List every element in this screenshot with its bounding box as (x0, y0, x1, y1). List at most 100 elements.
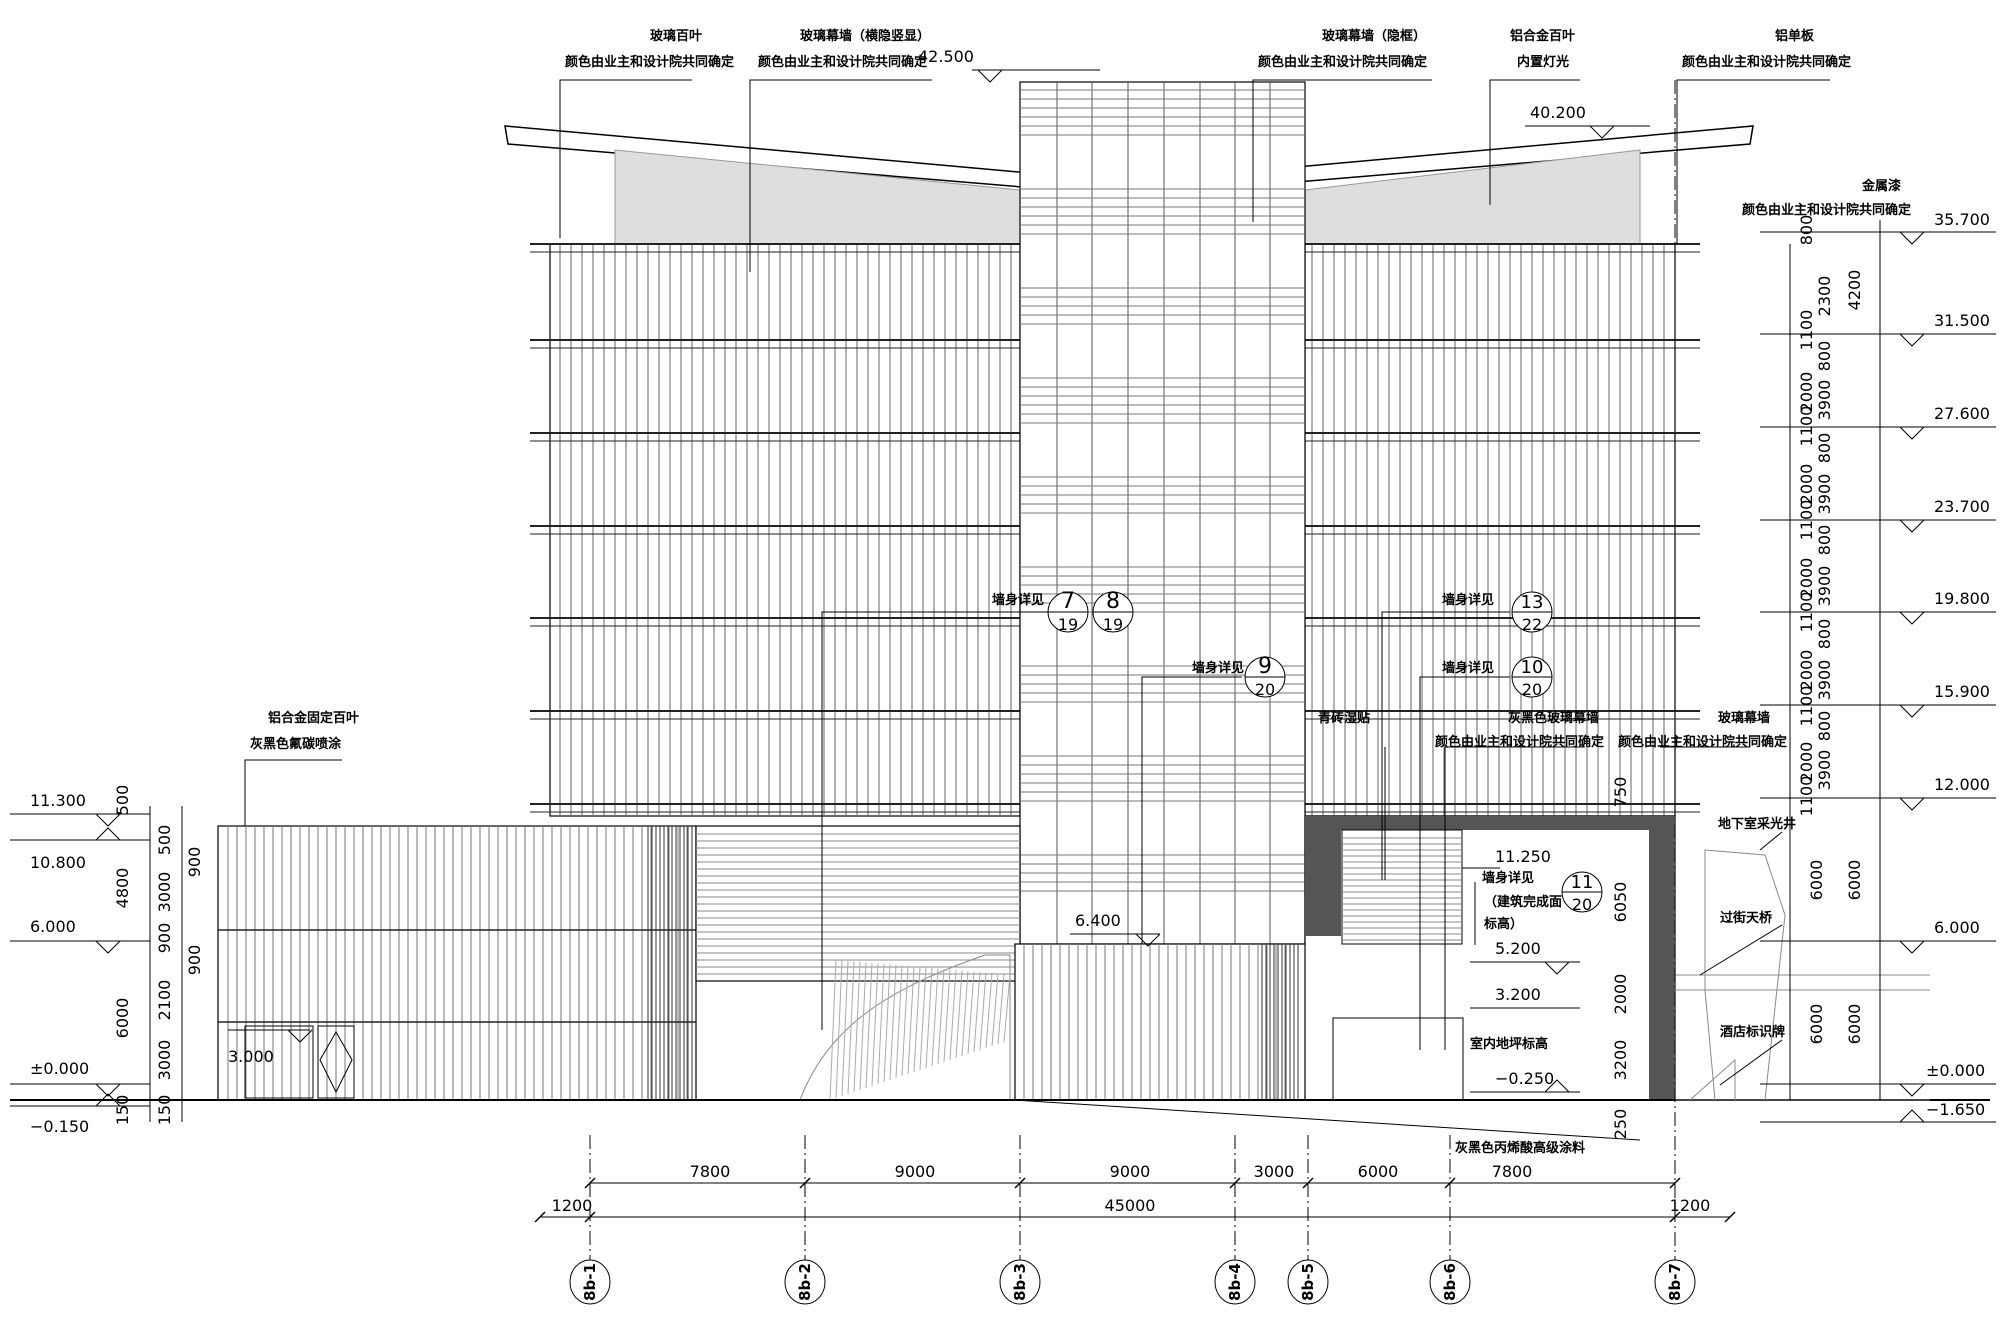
elev-11250: 11.250 (1495, 847, 1551, 866)
note-wall-detail-9: 墙身详见 (1192, 660, 1244, 676)
detail-10-20: 10 20 (1511, 656, 1553, 699)
dim-tick (1724, 1211, 1736, 1223)
floor-bands (530, 243, 1700, 813)
annotation-notes: 玻璃百叶 颜色由业主和设计院共同确定 玻璃幕墙（横隐竖显） 颜色由业主和设计院共… (250, 28, 1911, 1156)
note-wall-detail-13: 墙身详见 (1442, 592, 1494, 608)
dim-tick (534, 1211, 546, 1223)
elev-23700: 23.700 (1760, 497, 1996, 533)
elev-0000-left: ±0.000 (10, 1059, 150, 1097)
roof-louver-left (614, 149, 1021, 245)
svg-text:11: 11 (1571, 872, 1594, 893)
svg-text:900: 900 (155, 923, 174, 954)
svg-text:6000: 6000 (1845, 1004, 1864, 1045)
svg-text:6.000: 6.000 (1934, 918, 1980, 937)
svg-text:8b-1: 8b-1 (581, 1263, 599, 1301)
svg-text:3000: 3000 (155, 872, 174, 913)
svg-text:10.800: 10.800 (30, 853, 86, 872)
elev-6000-left: 6.000 (10, 917, 150, 954)
svg-text:13: 13 (1521, 592, 1544, 613)
stair-tread (829, 959, 837, 1101)
note-color-1: 颜色由业主和设计院共同确定 (565, 54, 734, 70)
svg-text:20: 20 (1572, 895, 1592, 914)
stair-treads (829, 959, 1011, 1101)
note-grey-black-fluoro: 灰黑色氟碳喷涂 (250, 736, 342, 752)
elev-11300: 11.300 (10, 791, 150, 827)
elev-27600: 27.600 (1760, 404, 1996, 440)
svg-text:−1.650: −1.650 (1926, 1100, 1985, 1119)
note-finished-level-1: （建筑完成面 (1484, 894, 1562, 910)
leader-lines (244, 79, 1830, 1086)
stair-tread (967, 971, 975, 1055)
lower-entry (1332, 1017, 1464, 1101)
svg-text:−0.150: −0.150 (30, 1117, 89, 1136)
svg-text:8b-3: 8b-3 (1011, 1263, 1029, 1301)
svg-text:8b-5: 8b-5 (1299, 1263, 1317, 1301)
svg-text:800: 800 (1815, 711, 1834, 742)
svg-text:4800: 4800 (113, 868, 132, 909)
svg-text:6.000: 6.000 (30, 917, 76, 936)
svg-text:250: 250 (1611, 1109, 1630, 1140)
svg-text:2300: 2300 (1815, 276, 1834, 317)
dim-tick (1669, 1177, 1681, 1189)
svg-text:19: 19 (1103, 615, 1123, 634)
note-hotel-sign: 酒店标识牌 (1720, 1024, 1785, 1040)
stair-tread (979, 972, 987, 1051)
elev-3000: 3.000 (228, 1029, 313, 1066)
note-finished-level-2: 标高） (1483, 916, 1523, 932)
note-alu-fixed-louver: 铝合金固定百叶 (268, 710, 359, 726)
svg-text:8b-2: 8b-2 (796, 1263, 814, 1301)
core-curtain-grid (1020, 82, 1305, 944)
slope-line (1014, 1099, 1641, 1141)
elev-19800: 19.800 (1760, 589, 1996, 625)
note-built-in-light: 内置灯光 (1517, 54, 1569, 70)
note-color-3: 颜色由业主和设计院共同确定 (1258, 54, 1427, 70)
stair-tread (925, 967, 933, 1069)
svg-text:6000: 6000 (113, 998, 132, 1039)
stair-tread (991, 973, 999, 1047)
right-dimensions: 800 2300 1100 4200 800 2000 1100 3900 80… (1611, 215, 1881, 1140)
dimension-lines (540, 1182, 1730, 1218)
note-color-4: 颜色由业主和设计院共同确定 (1682, 54, 1851, 70)
note-wall-detail-78: 墙身详见 (992, 592, 1044, 608)
svg-text:3.200: 3.200 (1495, 985, 1541, 1004)
grid-axis-8b-1: 8b-1 (569, 1135, 611, 1305)
svg-text:800: 800 (1815, 619, 1834, 650)
svg-text:40.200: 40.200 (1530, 103, 1586, 122)
note-wall-detail-10: 墙身详见 (1442, 660, 1494, 676)
stair-tread (877, 963, 885, 1085)
stair-tread (853, 961, 861, 1093)
tower-left-facade (549, 243, 1021, 817)
elev-6400: 6.400 (1070, 911, 1161, 947)
note-grey-glass-wall: 灰黑色玻璃幕墙 (1508, 710, 1599, 726)
svg-text:9: 9 (1258, 654, 1272, 679)
svg-text:2000: 2000 (1797, 650, 1816, 691)
svg-text:1100: 1100 (1797, 592, 1816, 633)
elev-m1650: −1.650 (1760, 1100, 1996, 1123)
podium-left (217, 825, 697, 1101)
svg-text:6000: 6000 (1358, 1162, 1399, 1181)
grid-axes: 8b-1 8b-2 8b-3 8b-4 8b-5 8b-6 (569, 80, 1696, 1305)
stair-tread (985, 972, 993, 1049)
svg-text:2100: 2100 (155, 980, 174, 1021)
svg-text:45000: 45000 (1105, 1196, 1156, 1215)
svg-text:31.500: 31.500 (1934, 311, 1990, 330)
svg-text:15.900: 15.900 (1934, 682, 1990, 701)
svg-text:1100: 1100 (1797, 500, 1816, 541)
dark-brick-band-top (1305, 816, 1675, 830)
svg-text:8b-7: 8b-7 (1666, 1263, 1684, 1301)
stair-tread (835, 960, 843, 1099)
svg-text:3200: 3200 (1611, 1040, 1630, 1081)
stair-tread (889, 964, 897, 1081)
grand-stair (799, 954, 1011, 1101)
bottom-dimensions: 7800 9000 9000 3000 6000 7800 1200 45000… (552, 1162, 1711, 1215)
stair-tread (931, 968, 939, 1067)
svg-text:1100: 1100 (1797, 406, 1816, 447)
grid-axis-8b-5: 8b-5 (1287, 1135, 1329, 1305)
svg-text:800: 800 (1797, 215, 1816, 246)
stair-tread (961, 970, 969, 1057)
stair-tread (871, 963, 879, 1087)
detail-9-20: 9 20 (1244, 654, 1286, 699)
svg-text:3900: 3900 (1815, 660, 1834, 701)
stair-tread (919, 967, 927, 1071)
